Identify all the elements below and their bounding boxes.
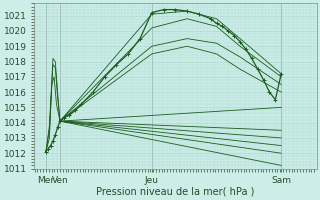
X-axis label: Pression niveau de la mer( hPa ): Pression niveau de la mer( hPa ) bbox=[96, 187, 254, 197]
